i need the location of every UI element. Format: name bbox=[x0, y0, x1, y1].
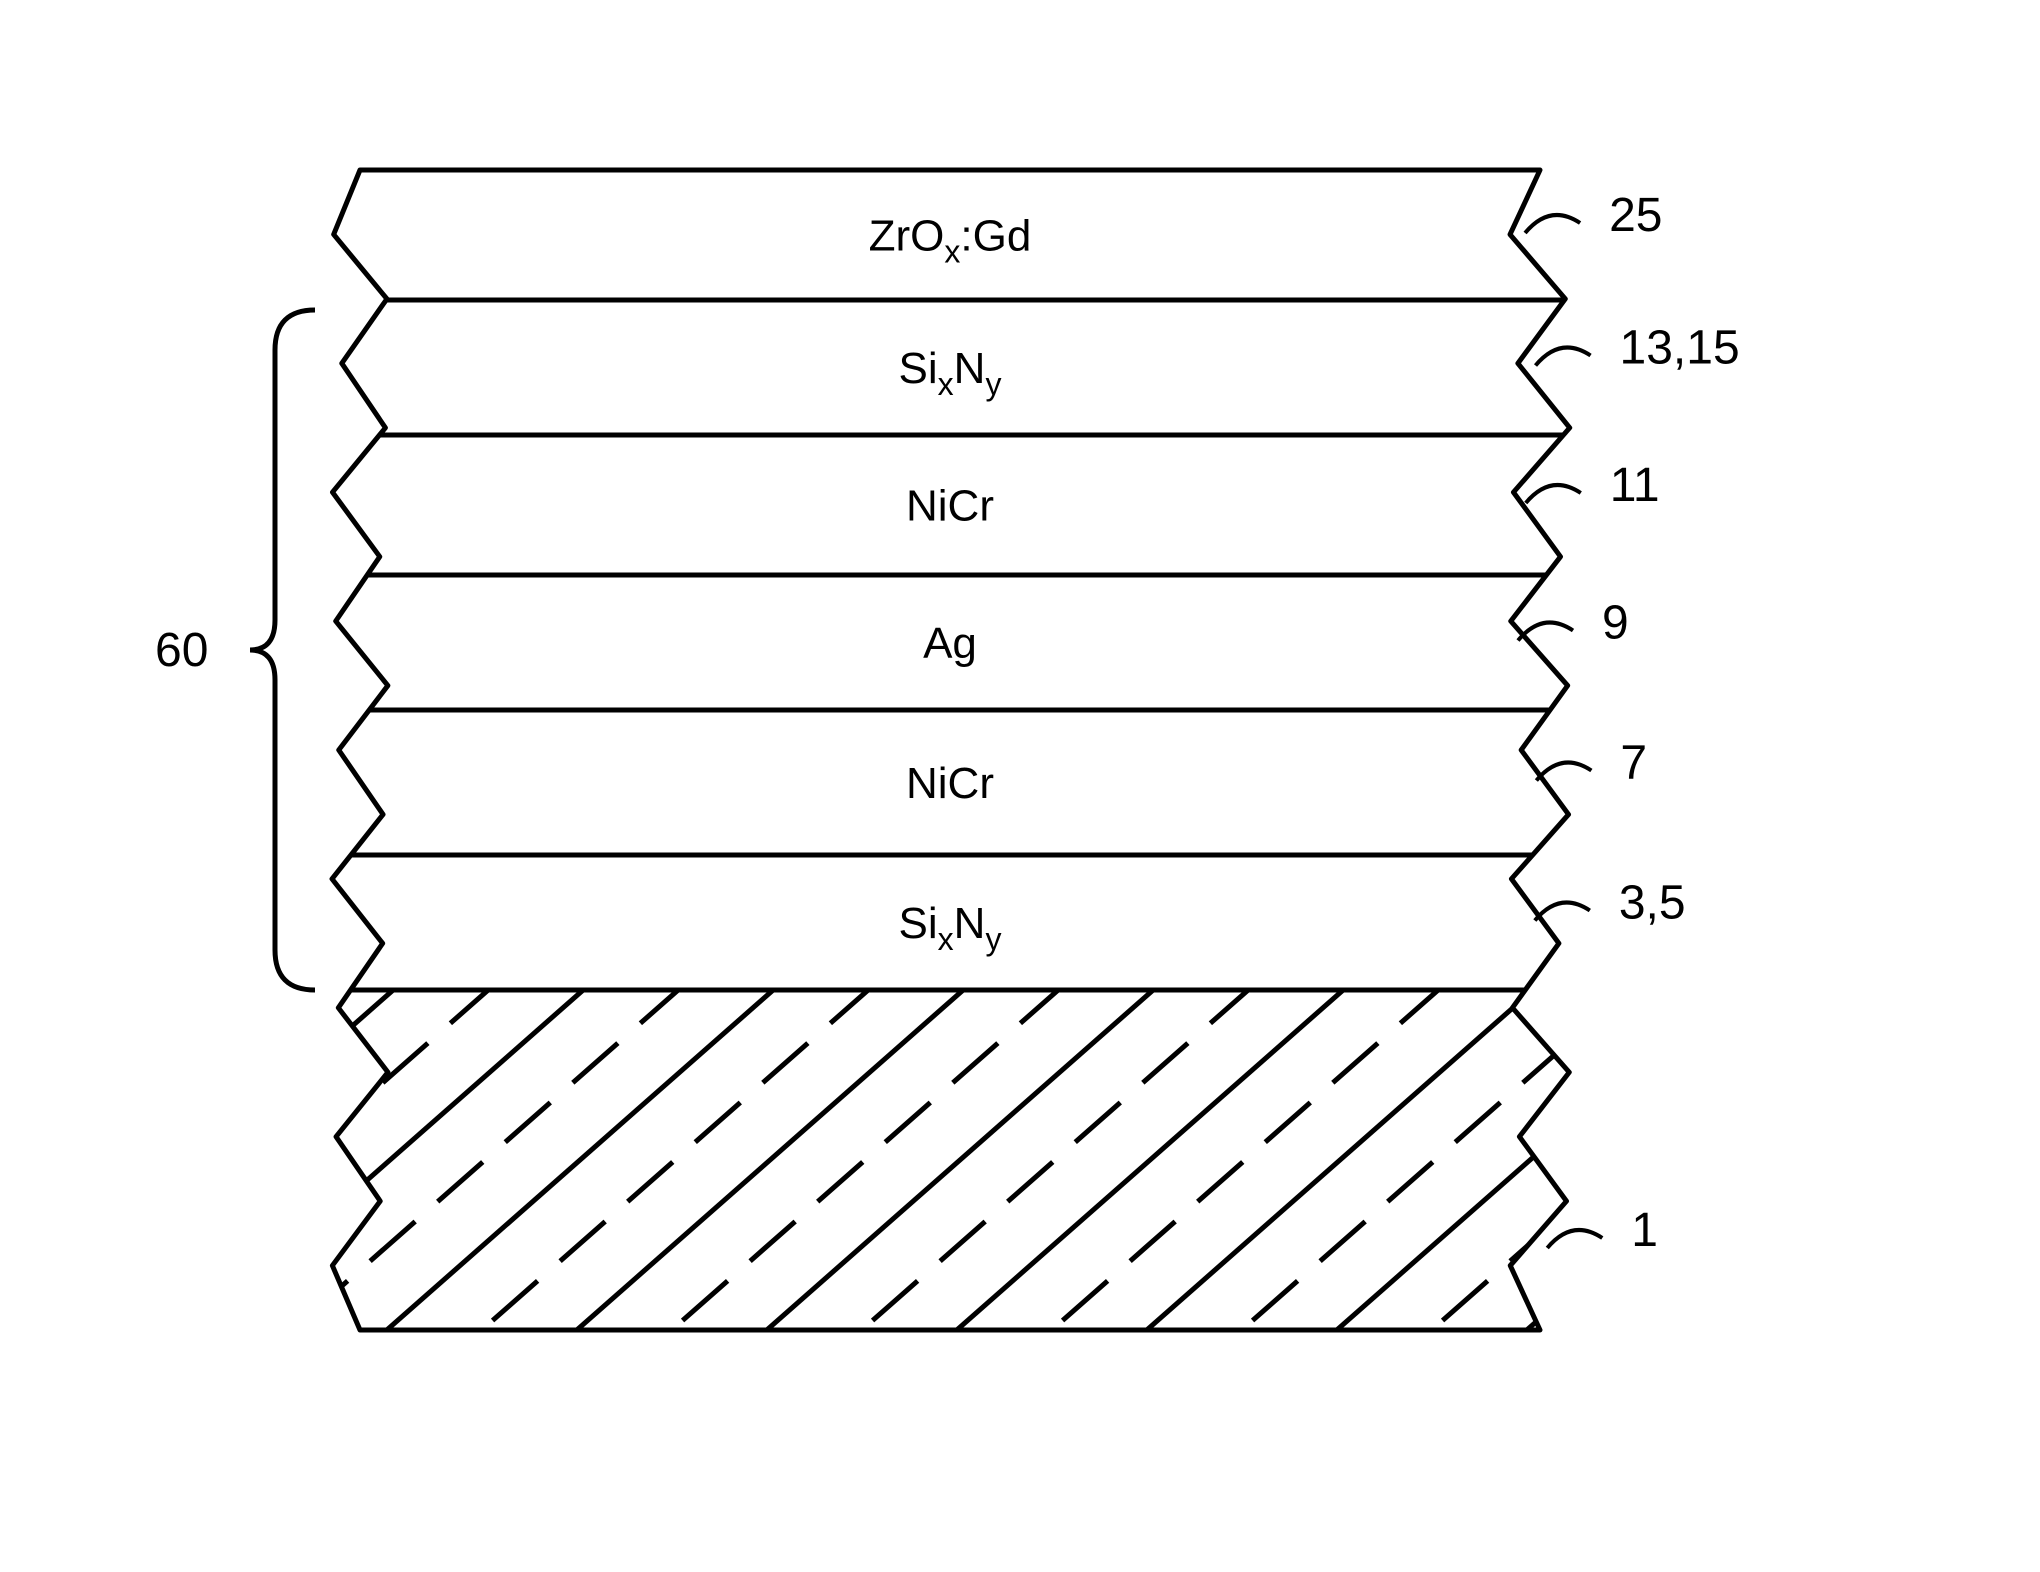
group-bracket bbox=[250, 310, 315, 990]
ref-label: 11 bbox=[1610, 459, 1660, 512]
leader-line bbox=[1526, 485, 1581, 503]
ref-label: 9 bbox=[1602, 597, 1629, 650]
bracket-label: 60 bbox=[155, 624, 208, 677]
diagram-container: ZrOx:GdSixNyNiCrAgNiCrSixNy2513,1511973,… bbox=[0, 0, 2040, 1572]
ref-label: 1 bbox=[1631, 1204, 1658, 1257]
leader-line bbox=[1547, 1230, 1602, 1248]
ref-label: 25 bbox=[1609, 189, 1662, 242]
leader-line bbox=[1525, 215, 1580, 233]
layer-label: Ag bbox=[923, 619, 977, 668]
ref-label: 3,5 bbox=[1619, 877, 1686, 930]
layer-label: NiCr bbox=[906, 481, 994, 530]
layer-label: NiCr bbox=[906, 759, 994, 808]
layer-stack-diagram: ZrOx:GdSixNyNiCrAgNiCrSixNy2513,1511973,… bbox=[0, 0, 2040, 1572]
ref-label: 7 bbox=[1620, 737, 1647, 790]
leader-line bbox=[1536, 348, 1591, 366]
ref-label: 13,15 bbox=[1620, 322, 1740, 375]
